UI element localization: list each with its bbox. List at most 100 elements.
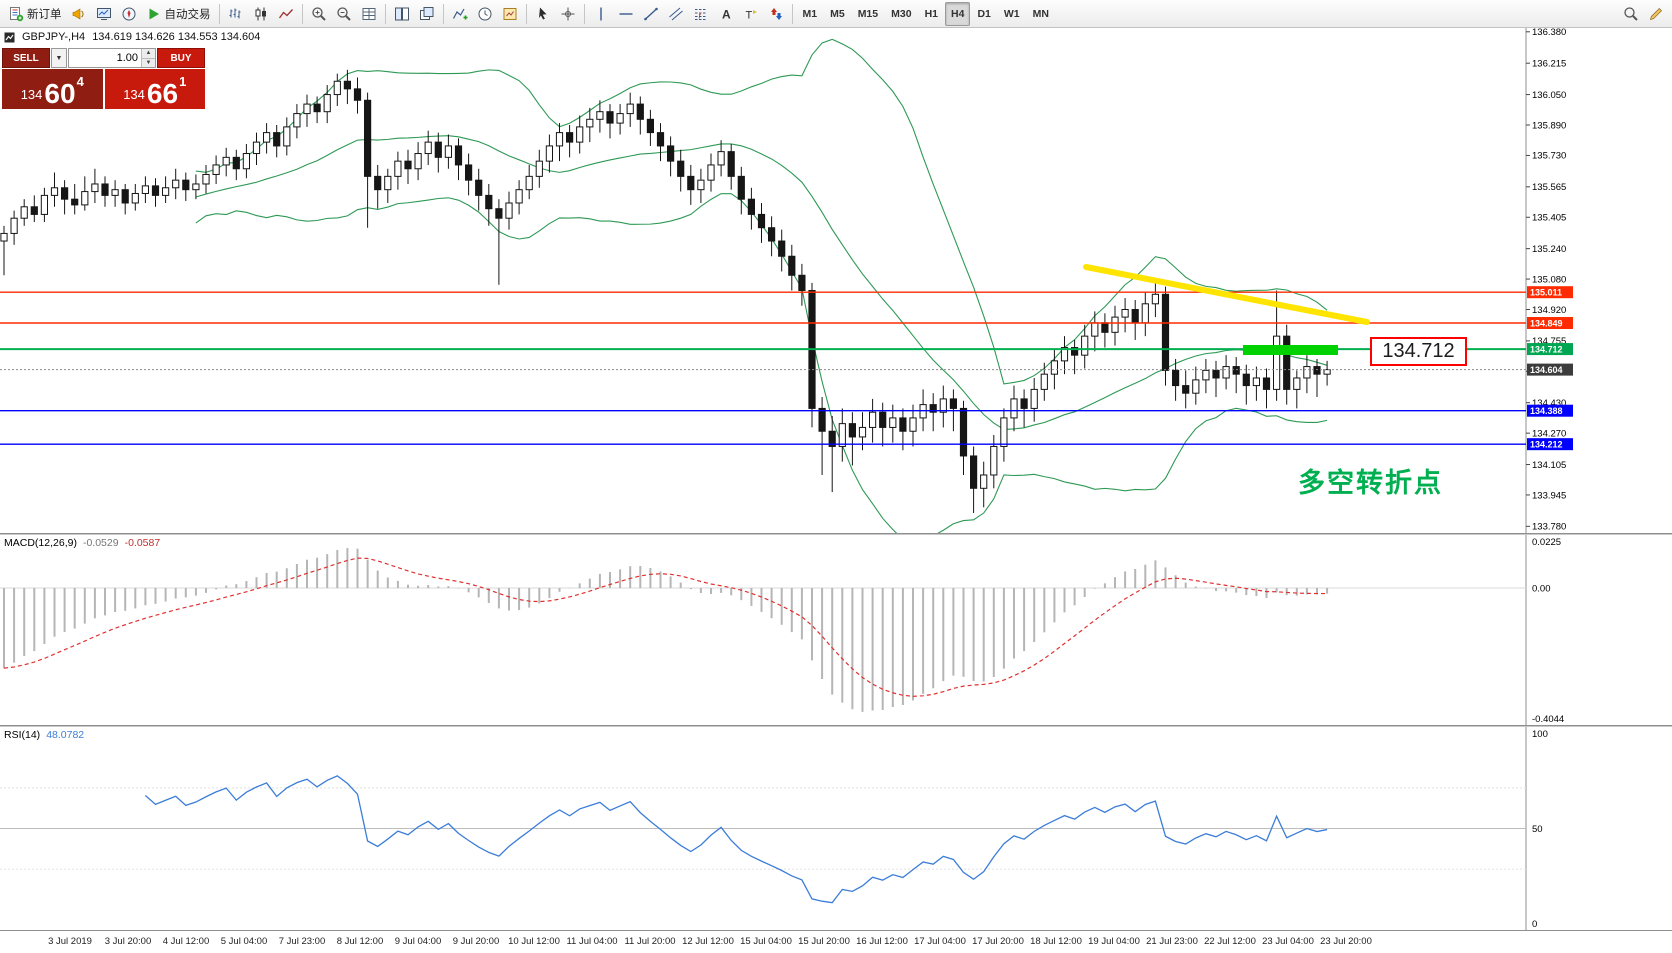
buy-price-whole: 134	[123, 87, 145, 102]
periods-button[interactable]	[473, 2, 497, 26]
price-tick-label: 135.890	[1532, 120, 1566, 131]
sell-button[interactable]: SELL	[2, 48, 50, 68]
compass-icon	[121, 6, 137, 22]
green-highlight-bar[interactable]	[1243, 345, 1338, 355]
timeframe-m5-button[interactable]: M5	[830, 7, 845, 20]
fibonacci-button[interactable]: f	[689, 2, 713, 26]
svg-text:A: A	[722, 7, 731, 21]
rsi-line	[144, 775, 1328, 904]
autotrading-button[interactable]: 自动交易	[142, 2, 215, 26]
price-tick-label: 136.215	[1532, 58, 1566, 69]
main-chart-panel[interactable]: 136.380 136.215 136.050 135.890 135.730 135.5…	[0, 28, 1672, 533]
text-label-button[interactable]: T	[739, 2, 763, 26]
sell-price[interactable]: 134 60 4	[2, 69, 103, 109]
volume-increase-button[interactable]: ▲	[142, 49, 155, 59]
macd-label-row: MACD(12,26,9) -0.0529 -0.0587	[4, 537, 160, 549]
macd-panel[interactable]: 0.0225 0.00 -0.4044 MACD(12,26,9) -0.0529 …	[0, 535, 1672, 725]
tline-icon	[643, 6, 659, 22]
buy-price[interactable]: 134 66 1	[104, 69, 205, 109]
time-label: 17 Jul 04:00	[914, 936, 966, 947]
svg-text:134.712: 134.712	[1530, 345, 1563, 355]
volume-box: ▲ ▼	[68, 48, 156, 68]
horizontal-line-button[interactable]	[614, 2, 638, 26]
order-type-dropdown[interactable]: ▼	[51, 48, 67, 68]
timeframe-m1-button[interactable]: M1	[802, 7, 818, 20]
line-chart-button[interactable]	[274, 2, 298, 26]
time-axis[interactable]: 3 Jul 2019 3 Jul 20:00 4 Jul 12:00 5 Jul 04…	[0, 930, 1672, 953]
indicator-icon	[452, 6, 468, 22]
panel-separator[interactable]	[0, 725, 1672, 727]
toolbar-separator	[384, 3, 386, 24]
search-button[interactable]	[1619, 2, 1643, 26]
price-tick-label: 135.240	[1532, 244, 1566, 255]
trendline-button[interactable]	[639, 2, 663, 26]
symbol-info: GBPJPY-,H4 134.619 134.626 134.553 134.6…	[4, 31, 260, 43]
yellow-trendline[interactable]	[1083, 264, 1370, 325]
timeframe-m30-button[interactable]: M30	[891, 7, 912, 20]
symbol-ohlc: 134.619 134.626 134.553 134.604	[92, 31, 261, 43]
price-tick-label: 133.780	[1532, 522, 1566, 533]
vertical-line-button[interactable]	[589, 2, 613, 26]
toolbar-separator	[583, 3, 585, 24]
time-label: 16 Jul 12:00	[856, 936, 908, 947]
grid-icon	[361, 6, 377, 22]
cascade-windows-button[interactable]	[415, 2, 439, 26]
auto-arrange-button[interactable]	[357, 2, 381, 26]
sell-price-pips: 60	[44, 77, 76, 109]
time-label: 18 Jul 12:00	[1030, 936, 1082, 947]
timeframe-h1-button[interactable]: H1	[924, 7, 938, 20]
rsi-label: RSI(14)	[4, 729, 41, 741]
market-watch-button[interactable]	[92, 2, 116, 26]
bollinger-middle-band	[195, 135, 1328, 430]
time-label: 5 Jul 04:00	[220, 936, 268, 947]
svg-text:-0.4044: -0.4044	[1532, 714, 1564, 725]
profiles-button[interactable]	[67, 2, 91, 26]
svg-text:135.011: 135.011	[1530, 288, 1562, 298]
price-chart[interactable]: 136.380 136.215 136.050 135.890 135.730 135.5…	[0, 28, 1672, 533]
price-callout-label[interactable]: 134.712	[1370, 337, 1467, 366]
timeframe-d1-button[interactable]: D1	[977, 7, 991, 20]
new-order-button[interactable]: 新订单	[4, 2, 66, 26]
rsi-panel[interactable]: 100 50 0 RSI(14) 48.0782	[0, 727, 1672, 930]
timeframe-m15-button[interactable]: M15	[857, 7, 879, 20]
panel-separator[interactable]	[0, 533, 1672, 535]
annotation-text[interactable]: 多空转折点	[1298, 468, 1443, 498]
crosshair-button[interactable]	[556, 2, 580, 26]
svg-text:0.00: 0.00	[1532, 583, 1551, 594]
timeframe-h4-button[interactable]: H4	[945, 1, 971, 26]
hline-icon	[618, 6, 634, 22]
template-icon	[502, 6, 518, 22]
buy-button[interactable]: BUY	[157, 48, 205, 68]
axis-chip-134.212	[1527, 438, 1573, 451]
axis-chip-134.712	[1527, 343, 1573, 356]
textT-icon: T	[743, 6, 759, 22]
time-label: 17 Jul 20:00	[972, 936, 1024, 947]
volume-decrease-button[interactable]: ▼	[142, 58, 155, 67]
zoom-out-button[interactable]	[332, 2, 356, 26]
arrows-button[interactable]	[764, 2, 788, 26]
equidistant-channel-button[interactable]	[664, 2, 688, 26]
volume-input[interactable]	[69, 49, 141, 67]
pencil-icon	[1648, 6, 1664, 22]
cursor-button[interactable]	[531, 2, 555, 26]
zoom-in-button[interactable]	[307, 2, 331, 26]
toolbar-separator	[525, 3, 527, 24]
navigator-button[interactable]	[117, 2, 141, 26]
candlestick-chart-button[interactable]	[249, 2, 273, 26]
timeframe-w1-button[interactable]: W1	[1003, 7, 1020, 20]
new-order-icon	[8, 6, 24, 22]
channel-icon	[668, 6, 684, 22]
timeframe-mn-button[interactable]: MN	[1032, 7, 1049, 20]
svg-text:0.0225: 0.0225	[1532, 537, 1561, 548]
indicators-button[interactable]	[448, 2, 472, 26]
price-tick-label: 135.730	[1532, 151, 1566, 162]
price-tick-label: 136.050	[1532, 90, 1566, 101]
text-button[interactable]: A	[714, 2, 738, 26]
axis-chip-134.849	[1527, 317, 1573, 330]
time-label: 21 Jul 23:00	[1146, 936, 1198, 947]
templates-button[interactable]	[498, 2, 522, 26]
bar-chart-button[interactable]	[224, 2, 248, 26]
price-tick-label: 134.105	[1532, 460, 1566, 471]
quick-edit-button[interactable]	[1644, 2, 1668, 26]
tile-windows-button[interactable]	[390, 2, 414, 26]
